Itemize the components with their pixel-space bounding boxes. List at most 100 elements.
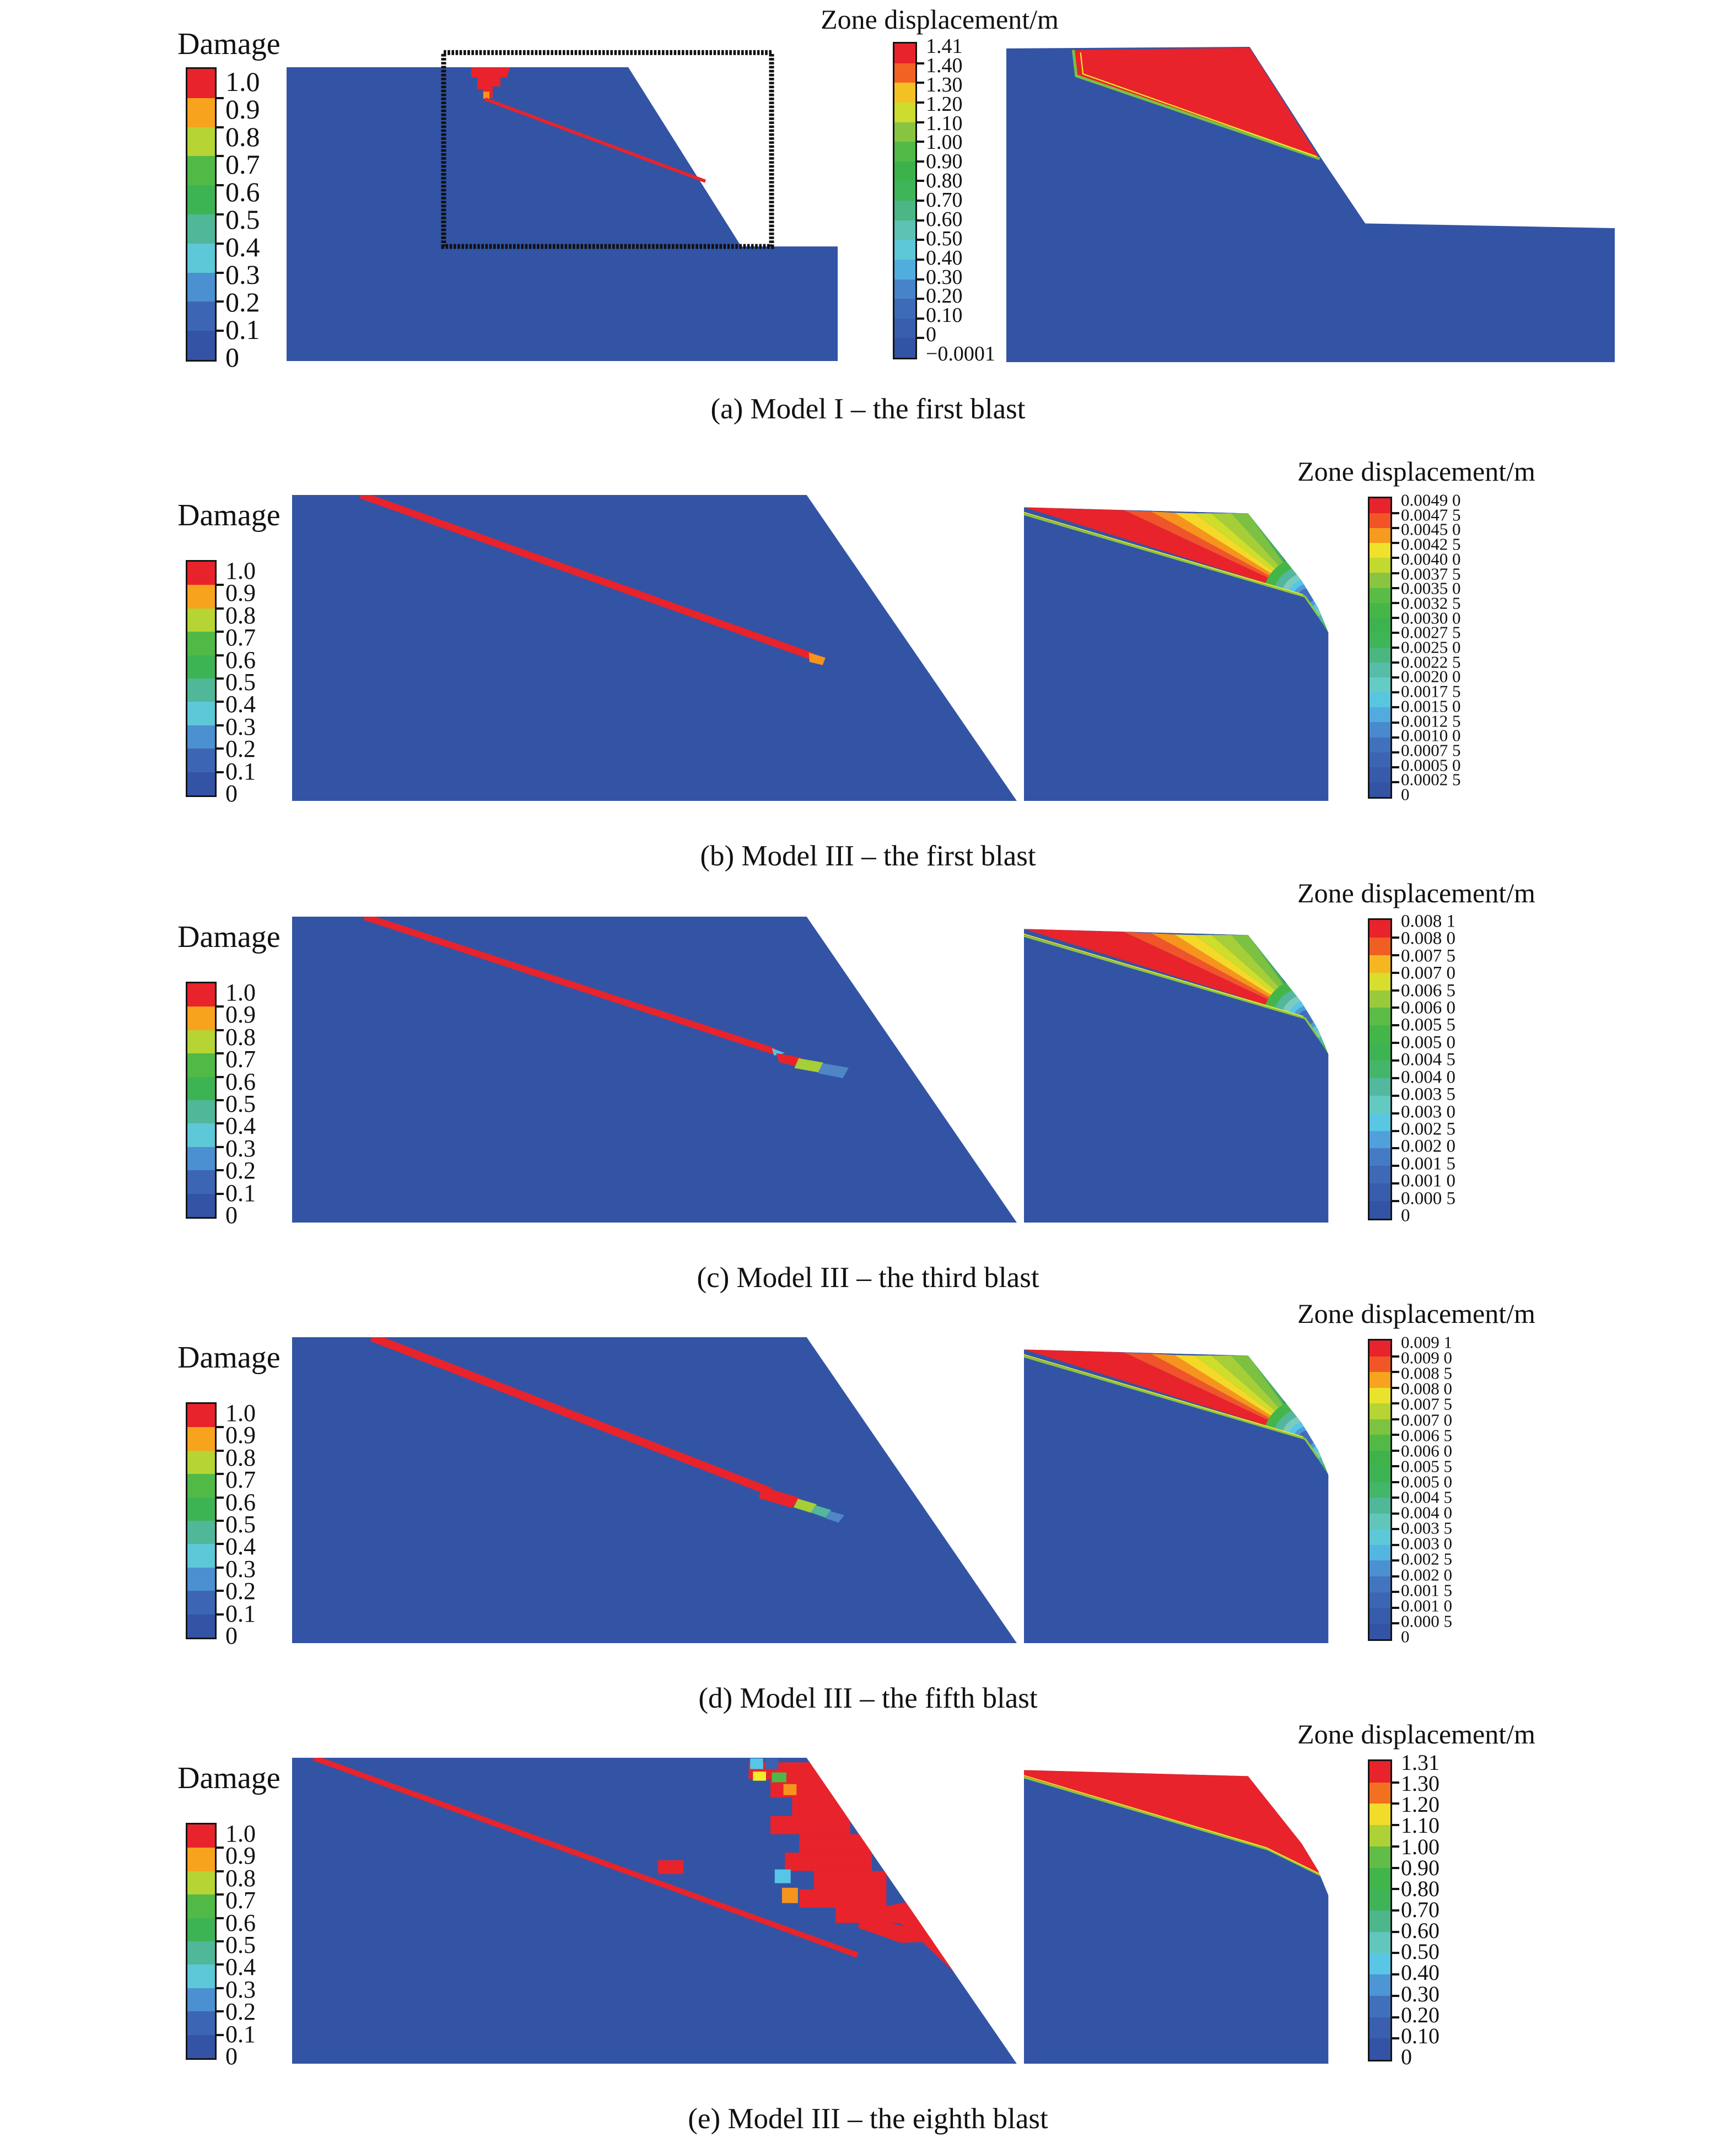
slope-body bbox=[292, 495, 1017, 801]
colorbar-tick bbox=[1392, 572, 1399, 574]
blob-pixel-yellow bbox=[753, 1771, 767, 1781]
colorbar-tick bbox=[917, 180, 924, 182]
colorbar-segment bbox=[187, 585, 215, 609]
colorbar-segment bbox=[1370, 1078, 1390, 1096]
colorbar-tick bbox=[217, 155, 224, 158]
colorbar-label: 0.60 bbox=[926, 207, 963, 231]
colorbar-segment bbox=[187, 1614, 215, 1638]
colorbar-segment bbox=[1370, 1356, 1390, 1372]
colorbar-label: 1.40 bbox=[926, 53, 963, 77]
colorbar-segment bbox=[1370, 1043, 1390, 1061]
colorbar-tick bbox=[1392, 1355, 1399, 1358]
zoom-region-dashed-box bbox=[444, 52, 772, 246]
colorbar-label: 0.0017 5 bbox=[1401, 681, 1461, 701]
colorbar-tick bbox=[217, 701, 224, 703]
caption-c: (c) Model III – the third blast bbox=[697, 1262, 1039, 1294]
slip-line bbox=[365, 917, 774, 1051]
colorbar-label: 0.1 bbox=[225, 314, 260, 345]
colorbar-label: 0 bbox=[225, 342, 239, 373]
colorbar-tick bbox=[1392, 780, 1399, 783]
colorbar-segment bbox=[1370, 752, 1390, 767]
colorbar-tick bbox=[1392, 1434, 1399, 1436]
colorbar-label: 0.6 bbox=[225, 1068, 256, 1095]
colorbar-segment bbox=[187, 1030, 215, 1054]
colorbar-tick bbox=[917, 258, 924, 261]
slip-surface-yellow-line bbox=[1024, 1775, 1320, 1874]
colorbar-tick bbox=[1392, 706, 1399, 709]
colorbar-label: 0.006 5 bbox=[1401, 1425, 1452, 1445]
colorbar-label: 0.50 bbox=[1401, 1939, 1440, 1964]
colorbar-label: 0.003 5 bbox=[1401, 1518, 1452, 1538]
slip-line bbox=[485, 99, 705, 181]
colorbar-tick bbox=[217, 1847, 224, 1849]
colorbar-tick bbox=[1392, 1888, 1399, 1891]
colorbar-segment bbox=[1370, 602, 1390, 618]
colorbar-label: 0.9 bbox=[225, 1422, 256, 1449]
slope-mass-blue bbox=[1024, 1358, 1329, 1643]
colorbar-segment bbox=[187, 1474, 215, 1498]
colorbar-tick bbox=[217, 271, 224, 274]
damage-plot-model1-a bbox=[287, 50, 838, 361]
colorbar-segment bbox=[187, 185, 215, 214]
colorbar-tick bbox=[217, 1940, 224, 1942]
colorbar-label: 0.0002 5 bbox=[1401, 769, 1461, 789]
slip-tip-red bbox=[776, 1053, 802, 1067]
colorbar-label: 1.10 bbox=[1401, 1813, 1440, 1838]
colorbar-label: 0.40 bbox=[926, 246, 963, 270]
colorbar-segment bbox=[1370, 1372, 1390, 1388]
colorbar-segment bbox=[187, 1824, 215, 1848]
colorbar-tick bbox=[1392, 971, 1399, 974]
colorbar-segment bbox=[1370, 1513, 1390, 1530]
slip-line bbox=[372, 1337, 770, 1492]
colorbar-tick bbox=[1392, 1559, 1399, 1562]
colorbar-segment bbox=[1370, 1061, 1390, 1078]
colorbar-tick bbox=[217, 1987, 224, 1989]
colorbar-label: 0.90 bbox=[1401, 1855, 1440, 1880]
colorbar-label: 0.007 0 bbox=[1401, 963, 1455, 983]
colorbar-segment bbox=[1370, 1183, 1390, 1201]
colorbar-segment bbox=[1370, 1435, 1390, 1451]
colorbar-label: 0.005 5 bbox=[1401, 1015, 1455, 1035]
colorbar-tick bbox=[217, 126, 224, 128]
colorbar-segment bbox=[894, 318, 915, 338]
colorbar-label: 0.005 5 bbox=[1401, 1456, 1452, 1476]
colorbar-tick bbox=[1392, 736, 1399, 739]
colorbar-label: 0.008 0 bbox=[1401, 1379, 1452, 1398]
colorbar-tick bbox=[1392, 2037, 1399, 2040]
slip-tip-blue bbox=[825, 1511, 845, 1523]
colorbar-label: 0 bbox=[1401, 1627, 1410, 1646]
colorbar-tick bbox=[217, 1473, 224, 1476]
colorbar-tick bbox=[1392, 989, 1399, 992]
colorbar-label: 0.0015 0 bbox=[1401, 696, 1461, 716]
colorbar-tick bbox=[1392, 766, 1399, 768]
colorbar-tick bbox=[217, 1917, 224, 1919]
damage-legend-title-c: Damage bbox=[177, 920, 281, 954]
slip-surface-green-line bbox=[1073, 50, 1319, 159]
colorbar-segment bbox=[187, 1404, 215, 1428]
colorbar-tick bbox=[1392, 542, 1399, 545]
colorbar-segment bbox=[894, 122, 915, 142]
colorbar-segment bbox=[1370, 573, 1390, 588]
colorbar-segment bbox=[187, 632, 215, 655]
colorbar-label: 0.1 bbox=[225, 1179, 256, 1207]
colorbar-label: 0 bbox=[225, 1622, 238, 1649]
colorbar-label: 0.60 bbox=[1401, 1918, 1440, 1944]
colorbar-segment bbox=[1370, 513, 1390, 529]
slip-line bbox=[361, 495, 812, 656]
colorbar-segment bbox=[1370, 707, 1390, 723]
colorbar-segment bbox=[894, 259, 915, 279]
colorbar-label: 0.004 0 bbox=[1401, 1067, 1455, 1088]
colorbar-label: 0.5 bbox=[225, 1511, 256, 1538]
colorbar-tick bbox=[1392, 676, 1399, 679]
colorbar-label: 0.8 bbox=[225, 601, 256, 629]
colorbar-label: 0.1 bbox=[225, 1600, 256, 1627]
colorbar-label: 0 bbox=[926, 323, 936, 347]
blob-pixel-cyan bbox=[750, 1758, 763, 1769]
slope-body bbox=[287, 67, 838, 361]
colorbar-tick bbox=[1392, 1076, 1399, 1079]
zone-displacement-title-d: Zone displacement/m bbox=[1297, 1298, 1535, 1329]
colorbar-label: 0.90 bbox=[926, 150, 963, 174]
slip-surface-yellow-line bbox=[1024, 934, 1303, 1016]
colorbar-tick bbox=[1392, 1824, 1399, 1827]
